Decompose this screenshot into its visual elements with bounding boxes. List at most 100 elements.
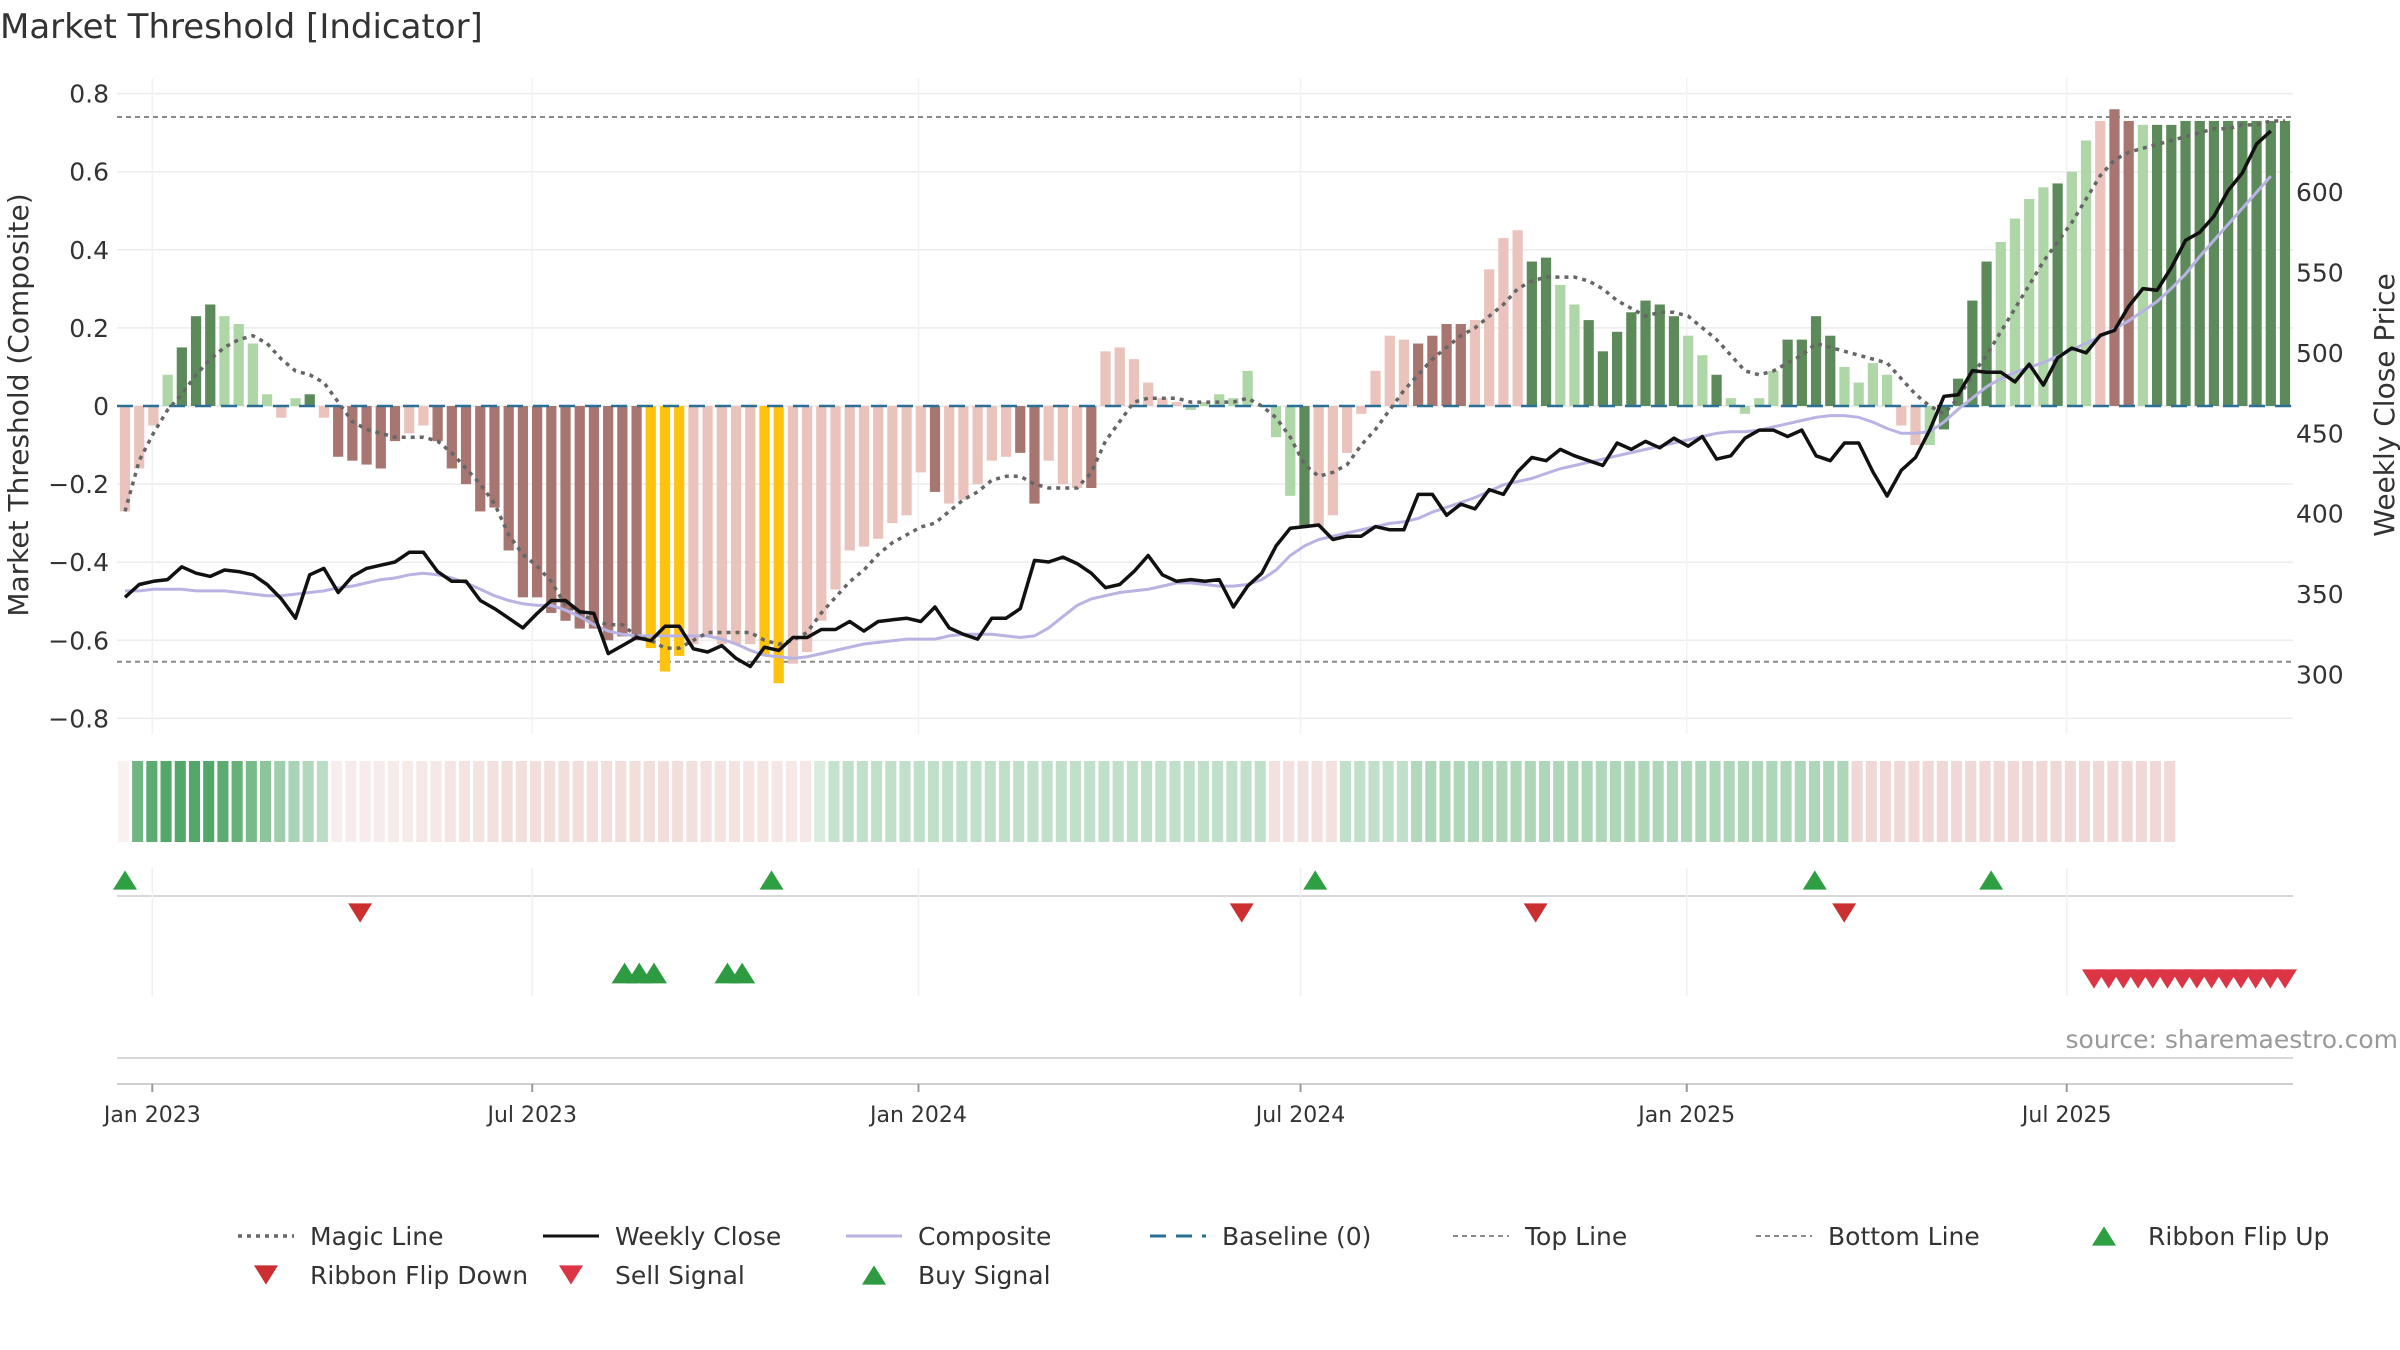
legend-swatch-tri-down — [559, 1265, 583, 1285]
composite-bar — [531, 406, 543, 598]
composite-bar — [2237, 120, 2248, 406]
composite-bar — [901, 406, 912, 516]
composite-bars — [119, 109, 2291, 684]
composite-bar — [517, 406, 529, 598]
ribbon-cell — [1453, 761, 1465, 842]
ribbon-cell — [942, 761, 954, 842]
y2-tick-label: 600 — [2296, 178, 2344, 207]
ribbon-cell — [1311, 761, 1323, 842]
ribbon-cell — [1752, 761, 1764, 842]
ribbon-cell — [1553, 761, 1565, 842]
y2-tick-label: 450 — [2296, 419, 2344, 448]
y2-tick-label: 550 — [2296, 259, 2344, 288]
composite-bar — [1739, 406, 1751, 414]
ribbon-cell — [1197, 761, 1209, 842]
ribbon-cell — [2093, 761, 2105, 842]
ribbon-cell — [1979, 761, 1991, 842]
ribbon-cell — [800, 761, 812, 842]
ribbon-cell — [132, 761, 144, 842]
ribbon-cell — [458, 761, 471, 842]
ribbon-cell — [1666, 761, 1678, 842]
composite-bar — [2137, 124, 2149, 406]
composite-bar — [1810, 316, 1822, 406]
composite-bar — [247, 343, 259, 406]
composite-bar — [1000, 406, 1012, 457]
composite-bar — [1683, 335, 1694, 406]
composite-bar — [460, 406, 472, 485]
ribbon-cell — [842, 761, 854, 842]
ribbon-cell — [1851, 761, 1863, 842]
ribbon-cell — [430, 761, 442, 842]
composite-bar — [1299, 406, 1310, 528]
ribbon-cell — [117, 761, 129, 842]
ribbon-cell — [2135, 761, 2147, 842]
ribbon-cell — [1070, 761, 1082, 842]
y2-axis-label: Weekly Close Price — [2368, 273, 2400, 536]
composite-bar — [1668, 316, 1680, 406]
composite-bar — [603, 406, 614, 641]
legend-item: Weekly Close — [543, 1222, 781, 1251]
composite-bar — [432, 406, 443, 442]
composite-bar — [1214, 394, 1225, 406]
ribbon-cell — [1439, 761, 1451, 842]
composite-bar — [1370, 370, 1381, 406]
composite-bar — [1242, 370, 1253, 406]
composite-bar — [645, 406, 656, 649]
ribbon-cell — [1155, 761, 1167, 842]
legend-item: Composite — [846, 1222, 1051, 1251]
ribbon-cell — [1467, 761, 1479, 842]
ribbon-cell — [1595, 761, 1607, 842]
composite-bar — [944, 406, 955, 504]
ribbon-cell — [814, 761, 826, 842]
ribbon-cell — [1340, 761, 1352, 842]
composite-bar — [1270, 406, 1282, 438]
ribbon-cell — [245, 761, 257, 842]
ribbon-cell — [1226, 761, 1238, 842]
composite-bar — [2066, 171, 2077, 406]
legend-item: Bottom Line — [1756, 1222, 1980, 1251]
ribbon-cell — [316, 761, 328, 842]
composite-bar — [134, 406, 145, 469]
ribbon-cell — [217, 761, 229, 842]
composite-bar — [475, 406, 486, 512]
composite-bar — [1967, 300, 1978, 406]
ribbon-cell — [785, 761, 797, 842]
composite-bar — [759, 406, 770, 656]
ribbon-flip-up-marker — [1979, 870, 2004, 890]
ribbon-cell — [743, 761, 755, 842]
composite-bar — [1327, 406, 1339, 516]
composite-bar — [2251, 120, 2262, 406]
ribbon-cell — [1908, 761, 1920, 842]
ribbon-cell — [1965, 761, 1977, 842]
composite-bar — [1398, 339, 1410, 406]
ribbon-cell — [1524, 761, 1536, 842]
x-tick-label: Jul 2023 — [485, 1103, 577, 1128]
composite-bar — [1540, 257, 1552, 406]
composite-bar — [1896, 406, 1907, 426]
ribbon-cell — [1126, 761, 1138, 842]
composite-bar — [2265, 120, 2276, 406]
ribbon-cell — [1936, 761, 1948, 842]
composite-bar — [1768, 370, 1779, 406]
composite-bar — [233, 324, 244, 406]
composite-bar — [1938, 406, 1950, 430]
chart-title: Market Threshold [Indicator] — [0, 7, 483, 47]
ribbon-cell — [1951, 761, 1963, 842]
ribbon-cell — [515, 761, 527, 842]
composite-bar — [2194, 120, 2205, 406]
ribbon-cell — [899, 761, 911, 842]
composite-bar — [1995, 242, 2006, 406]
composite-bar — [1071, 406, 1083, 488]
composite-bar — [148, 406, 159, 426]
legend-item: Ribbon Flip Up — [2092, 1222, 2329, 1251]
y-tick-label: 0.4 — [69, 236, 109, 265]
composite-bar — [873, 406, 884, 539]
ribbon-cell — [1254, 761, 1266, 842]
ribbon-flip-down-marker — [348, 903, 373, 923]
ribbon-cell — [1382, 761, 1394, 842]
ribbon-cell — [1737, 761, 1749, 842]
ribbon-flip-up-marker — [113, 870, 137, 890]
ribbon-cell — [1695, 761, 1707, 842]
ribbon-cell — [1709, 761, 1721, 842]
composite-bar — [503, 406, 514, 551]
